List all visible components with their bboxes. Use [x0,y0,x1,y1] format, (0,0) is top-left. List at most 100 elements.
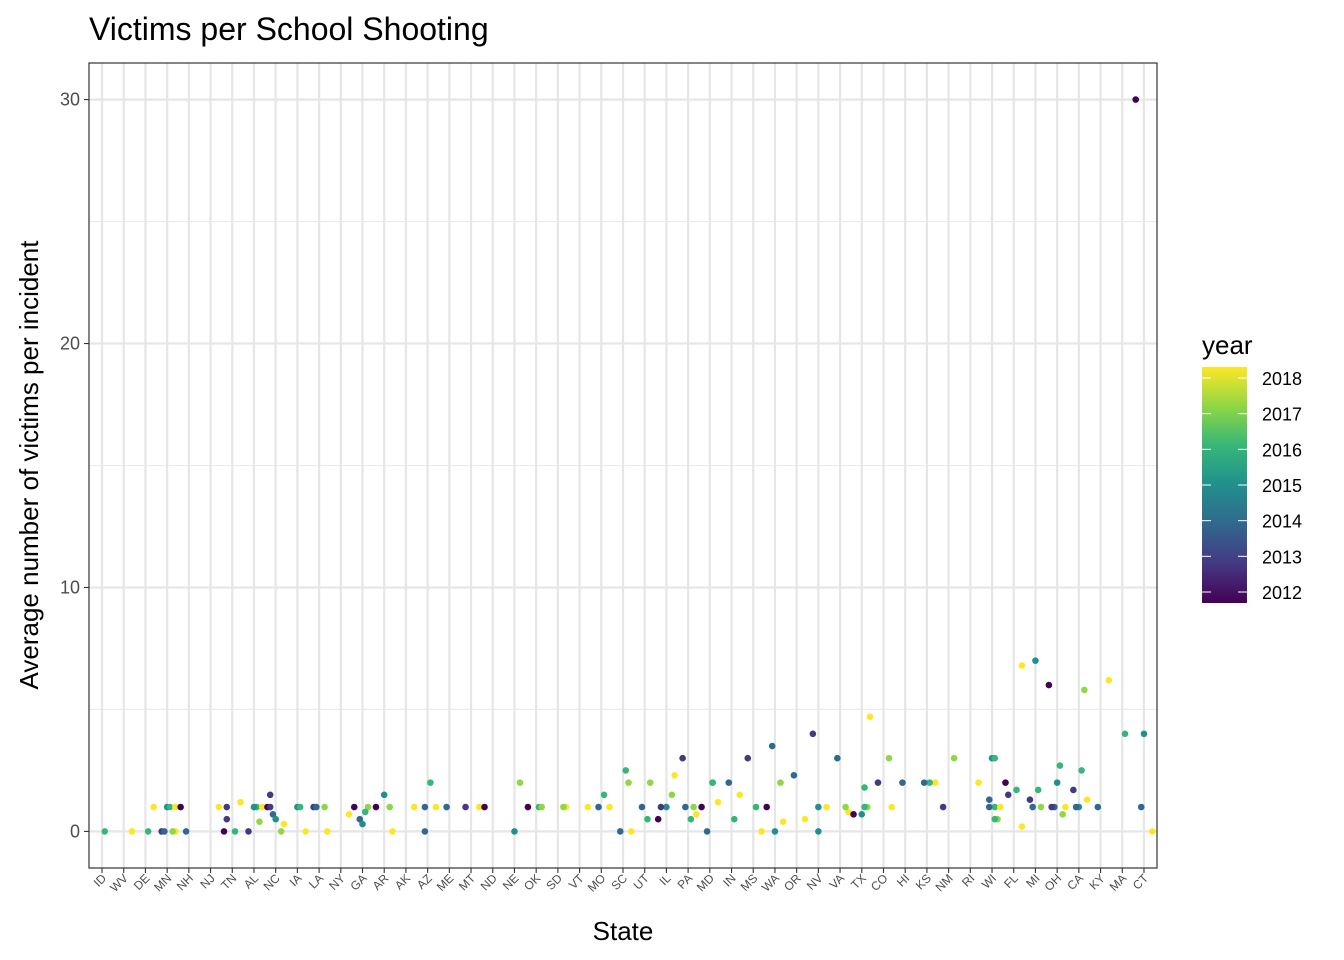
data-point [671,772,678,779]
data-point [885,754,893,762]
data-point [1132,96,1140,103]
data-point [266,803,274,811]
data-point [744,754,752,762]
data-point [560,803,567,811]
data-point [1002,779,1009,786]
data-point [475,803,483,811]
data-point [779,818,787,825]
legend-tick-label: 2016 [1262,440,1302,460]
legend-tick-label: 2017 [1262,405,1302,425]
data-point [538,803,545,811]
y-tick-label: 0 [70,821,80,841]
data-point [223,815,231,823]
data-point [736,791,744,799]
data-point [313,803,320,811]
data-point [991,803,999,811]
data-point [256,818,263,825]
y-axis-title: Average number of victims per incident [14,240,44,690]
data-point [950,754,958,762]
data-point [600,791,608,799]
data-point [462,803,469,811]
data-point [752,803,760,811]
data-point [172,803,179,811]
data-point [1048,803,1055,811]
data-point [931,779,939,786]
data-point [690,803,697,811]
data-point [237,798,244,806]
data-point [1148,828,1156,835]
data-point [714,798,722,806]
data-point [768,742,776,750]
data-point [1121,730,1129,738]
data-point [223,803,231,811]
data-point [709,779,716,786]
data-point [169,828,176,835]
data-point [277,828,285,835]
data-point [1059,811,1066,818]
data-point [657,803,665,811]
data-point [321,803,328,811]
data-point [1037,803,1045,811]
data-point [703,828,711,835]
data-point [1062,803,1069,811]
data-point [985,796,993,803]
data-point [790,772,798,779]
data-point [364,803,372,811]
data-point [682,803,689,811]
data-point [1053,779,1061,786]
data-point [421,828,429,835]
data-point [584,803,592,811]
data-point [511,828,518,835]
data-point [432,803,440,811]
data-point [866,713,874,721]
legend: year 2018 2017 2016 2015 2014 2013 2012 [1202,330,1302,603]
data-point [182,828,190,835]
data-point [443,803,450,811]
data-point [1078,767,1085,774]
data-point [516,779,524,786]
data-point [481,803,488,811]
data-point [1105,676,1113,684]
legend-tick-label: 2015 [1262,476,1302,496]
data-point [345,811,353,818]
legend-tick-label: 2013 [1262,547,1302,567]
data-point [1013,786,1020,794]
data-point [258,803,266,811]
data-point [380,791,388,799]
data-point [410,803,418,811]
data-point [1081,686,1088,694]
data-point [939,803,947,811]
y-tick-label: 10 [60,577,80,597]
data-point [324,828,331,835]
data-point [730,815,738,823]
data-point [991,815,999,823]
data-point [646,779,654,786]
y-tick-label: 20 [60,334,80,354]
data-point [996,803,1004,811]
data-point [272,815,279,823]
data-point [1056,762,1064,769]
data-point [389,828,396,835]
data-point [1032,657,1039,664]
data-point [842,803,849,811]
data-point [1070,786,1077,794]
y-tick-label: 30 [60,90,80,110]
data-point [834,754,841,762]
data-point [888,803,896,811]
chart-title: Victims per School Shooting [89,11,489,47]
data-point [361,808,369,816]
data-point [874,779,882,786]
data-point [177,803,184,811]
legend-tick-label: 2014 [1262,512,1302,532]
data-point [758,828,765,835]
data-point [356,815,364,823]
data-point [638,803,646,811]
data-point [845,808,852,816]
data-point [427,779,434,786]
data-point [823,803,830,811]
data-point [725,779,733,786]
data-point [524,803,532,811]
data-point [1140,730,1148,738]
data-point [101,828,109,835]
data-point [926,779,933,786]
